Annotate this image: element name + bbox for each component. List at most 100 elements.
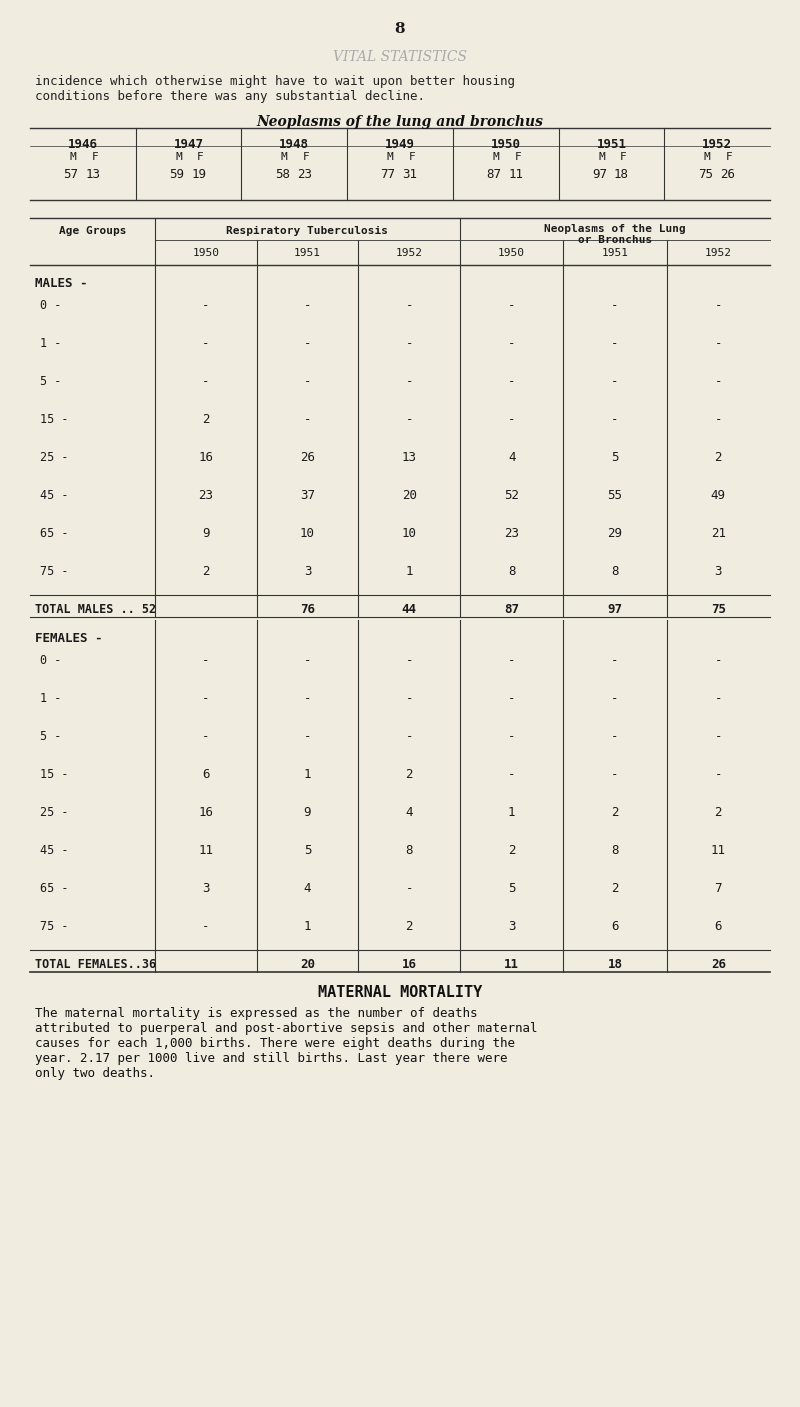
Text: F: F: [197, 152, 204, 162]
Text: 2: 2: [406, 920, 413, 933]
Text: -: -: [508, 414, 515, 426]
Text: 87: 87: [504, 604, 519, 616]
Text: 10: 10: [300, 528, 315, 540]
Text: -: -: [304, 692, 311, 705]
Text: The maternal mortality is expressed as the number of deaths
attributed to puerpe: The maternal mortality is expressed as t…: [35, 1007, 538, 1081]
Text: -: -: [406, 300, 413, 312]
Text: -: -: [611, 300, 618, 312]
Text: 6: 6: [202, 768, 210, 781]
Text: 0 -: 0 -: [40, 654, 62, 667]
Text: TOTAL FEMALES..36: TOTAL FEMALES..36: [35, 958, 156, 971]
Text: Neoplasms of the Lung: Neoplasms of the Lung: [544, 224, 686, 234]
Text: 1: 1: [508, 806, 515, 819]
Text: 9: 9: [304, 806, 311, 819]
Text: 2: 2: [611, 882, 618, 895]
Text: -: -: [202, 300, 210, 312]
Text: 5: 5: [508, 882, 515, 895]
Text: 1: 1: [406, 566, 413, 578]
Text: -: -: [406, 414, 413, 426]
Text: -: -: [406, 882, 413, 895]
Text: 11: 11: [504, 958, 519, 971]
Text: 25 -: 25 -: [40, 806, 69, 819]
Text: F: F: [620, 152, 627, 162]
Text: Respiratory Tuberculosis: Respiratory Tuberculosis: [226, 227, 389, 236]
Text: -: -: [611, 692, 618, 705]
Text: 4: 4: [304, 882, 311, 895]
Text: 57: 57: [63, 167, 78, 182]
Text: 6: 6: [714, 920, 722, 933]
Text: -: -: [508, 692, 515, 705]
Text: 3: 3: [508, 920, 515, 933]
Text: 2: 2: [508, 844, 515, 857]
Text: 1952: 1952: [396, 248, 422, 257]
Text: 1: 1: [304, 920, 311, 933]
Text: 26: 26: [720, 167, 734, 182]
Text: 0 -: 0 -: [40, 300, 62, 312]
Text: 15 -: 15 -: [40, 414, 69, 426]
Text: 3: 3: [202, 882, 210, 895]
Text: 49: 49: [711, 490, 726, 502]
Text: 1950: 1950: [490, 138, 521, 151]
Text: -: -: [304, 414, 311, 426]
Text: -: -: [611, 338, 618, 350]
Text: 1947: 1947: [174, 138, 203, 151]
Text: -: -: [202, 692, 210, 705]
Text: -: -: [508, 768, 515, 781]
Text: 1948: 1948: [279, 138, 310, 151]
Text: F: F: [409, 152, 415, 162]
Text: M: M: [386, 152, 394, 162]
Text: 9: 9: [202, 528, 210, 540]
Text: -: -: [714, 654, 722, 667]
Text: -: -: [611, 768, 618, 781]
Text: 18: 18: [607, 958, 622, 971]
Text: 20: 20: [300, 958, 315, 971]
Text: 1949: 1949: [385, 138, 415, 151]
Text: 45 -: 45 -: [40, 844, 69, 857]
Text: M: M: [175, 152, 182, 162]
Text: 65 -: 65 -: [40, 882, 69, 895]
Text: -: -: [304, 300, 311, 312]
Text: Neoplasms of the lung and bronchus: Neoplasms of the lung and bronchus: [257, 115, 543, 129]
Text: 8: 8: [394, 23, 406, 37]
Text: 75 -: 75 -: [40, 920, 69, 933]
Text: 19: 19: [191, 167, 206, 182]
Text: -: -: [202, 920, 210, 933]
Text: 1 -: 1 -: [40, 338, 62, 350]
Text: 75: 75: [698, 167, 713, 182]
Text: -: -: [304, 338, 311, 350]
Text: -: -: [714, 376, 722, 388]
Text: 8: 8: [406, 844, 413, 857]
Text: M: M: [598, 152, 605, 162]
Text: 8: 8: [611, 844, 618, 857]
Text: 29: 29: [607, 528, 622, 540]
Text: 25 -: 25 -: [40, 452, 69, 464]
Text: -: -: [406, 654, 413, 667]
Text: -: -: [611, 654, 618, 667]
Text: 8: 8: [508, 566, 515, 578]
Text: 6: 6: [611, 920, 618, 933]
Text: F: F: [303, 152, 310, 162]
Text: 13: 13: [86, 167, 100, 182]
Text: 23: 23: [297, 167, 312, 182]
Text: 52: 52: [504, 490, 519, 502]
Text: 2: 2: [611, 806, 618, 819]
Text: 5 -: 5 -: [40, 376, 62, 388]
Text: 1952: 1952: [705, 248, 732, 257]
Text: 37: 37: [300, 490, 315, 502]
Text: -: -: [304, 654, 311, 667]
Text: 31: 31: [402, 167, 418, 182]
Text: -: -: [714, 414, 722, 426]
Text: 97: 97: [592, 167, 607, 182]
Text: 5: 5: [611, 452, 618, 464]
Text: 4: 4: [508, 452, 515, 464]
Text: -: -: [202, 376, 210, 388]
Text: -: -: [611, 414, 618, 426]
Text: 87: 87: [486, 167, 502, 182]
Text: -: -: [304, 730, 311, 743]
Text: 1952: 1952: [702, 138, 732, 151]
Text: -: -: [714, 730, 722, 743]
Text: 1950: 1950: [192, 248, 219, 257]
Text: incidence which otherwise might have to wait upon better housing
conditions befo: incidence which otherwise might have to …: [35, 75, 515, 103]
Text: -: -: [508, 376, 515, 388]
Text: 2: 2: [406, 768, 413, 781]
